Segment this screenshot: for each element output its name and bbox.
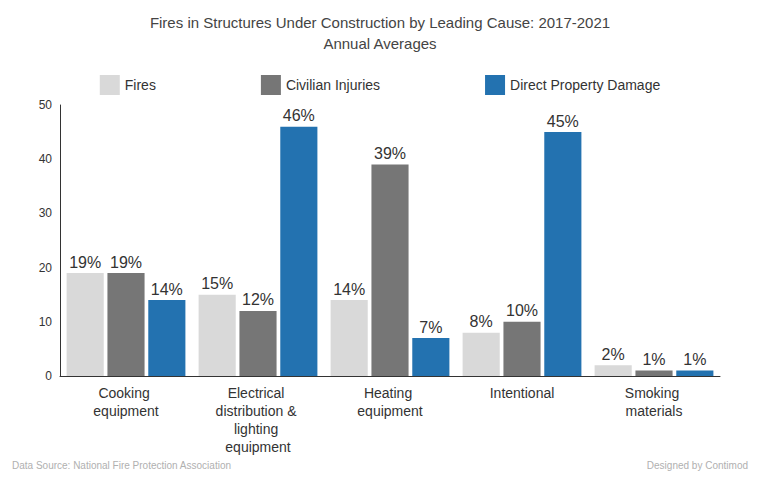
svg-text:Electrical: Electrical bbox=[228, 385, 289, 401]
svg-text:50: 50 bbox=[39, 98, 53, 112]
svg-text:19%: 19% bbox=[110, 254, 142, 271]
svg-text:Smoking: Smoking bbox=[625, 385, 683, 401]
svg-text:distribution &: distribution & bbox=[216, 403, 301, 419]
svg-text:Direct Property Damage: Direct Property Damage bbox=[510, 77, 660, 93]
svg-text:40: 40 bbox=[39, 152, 53, 166]
svg-text:20: 20 bbox=[39, 261, 53, 275]
svg-text:Cooking: Cooking bbox=[98, 385, 153, 401]
svg-text:2%: 2% bbox=[602, 346, 625, 363]
svg-text:7%: 7% bbox=[419, 319, 442, 336]
svg-text:19%: 19% bbox=[69, 254, 101, 271]
svg-text:15%: 15% bbox=[201, 275, 233, 292]
svg-text:0: 0 bbox=[45, 369, 52, 383]
svg-text:8%: 8% bbox=[470, 313, 493, 330]
svg-text:equipment: equipment bbox=[93, 403, 158, 419]
svg-text:12%: 12% bbox=[242, 291, 274, 308]
svg-text:lighting: lighting bbox=[234, 421, 282, 437]
svg-text:materials: materials bbox=[626, 403, 683, 419]
svg-text:Fires in Structures Under Cons: Fires in Structures Under Construction b… bbox=[150, 14, 610, 31]
svg-text:equipment: equipment bbox=[357, 403, 422, 419]
svg-text:39%: 39% bbox=[374, 145, 406, 162]
svg-text:equipment: equipment bbox=[225, 439, 290, 455]
svg-text:30: 30 bbox=[39, 206, 53, 220]
svg-text:45%: 45% bbox=[547, 113, 579, 130]
svg-text:10%: 10% bbox=[506, 302, 538, 319]
svg-text:Annual Averages: Annual Averages bbox=[323, 35, 436, 52]
svg-text:1%: 1% bbox=[683, 351, 706, 368]
svg-text:14%: 14% bbox=[151, 281, 183, 298]
svg-text:1%: 1% bbox=[642, 351, 665, 368]
svg-text:Designed by Contimod: Designed by Contimod bbox=[647, 460, 748, 471]
svg-text:Heating: Heating bbox=[364, 385, 416, 401]
svg-text:14%: 14% bbox=[333, 281, 365, 298]
svg-text:10: 10 bbox=[39, 315, 53, 329]
svg-text:Intentional: Intentional bbox=[490, 385, 555, 401]
svg-text:46%: 46% bbox=[283, 107, 315, 124]
svg-text:Fires: Fires bbox=[125, 77, 156, 93]
svg-text:Civilian Injuries: Civilian Injuries bbox=[286, 77, 380, 93]
svg-text:Data Source: National Fire Pro: Data Source: National Fire Protection As… bbox=[12, 460, 231, 471]
